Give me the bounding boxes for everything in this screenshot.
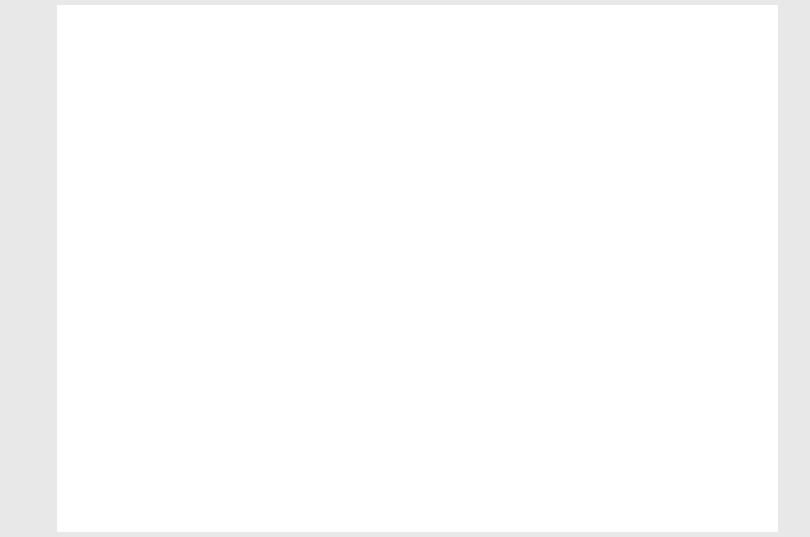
Text: 2. A crane is lifting a boat suspended by wire ropes AB and AD. The point C is v: 2. A crane is lifting a boat suspended b… xyxy=(97,314,752,327)
Text: 1.  Find the gradient of the straight line joining A to B.: 1. Find the gradient of the straight lin… xyxy=(97,50,435,63)
Text: B: B xyxy=(326,196,335,209)
Text: A: A xyxy=(138,86,146,99)
Bar xyxy=(207,420,237,443)
Text: 4: 4 xyxy=(219,211,227,224)
Text: A: A xyxy=(255,338,263,351)
Text: B: B xyxy=(66,434,75,447)
Text: measures 5 m.: measures 5 m. xyxy=(97,333,190,346)
Text: (Total for Question 1 is 2 marks): (Total for Question 1 is 2 marks) xyxy=(514,277,741,290)
Bar xyxy=(217,407,228,420)
Text: C: C xyxy=(261,443,269,456)
Text: D: D xyxy=(378,434,388,447)
Text: 2: 2 xyxy=(113,147,121,159)
Text: You must show all necessary steps and write clearly.: You must show all necessary steps and wr… xyxy=(207,23,603,36)
Text: Ans=: Ans= xyxy=(502,257,535,270)
